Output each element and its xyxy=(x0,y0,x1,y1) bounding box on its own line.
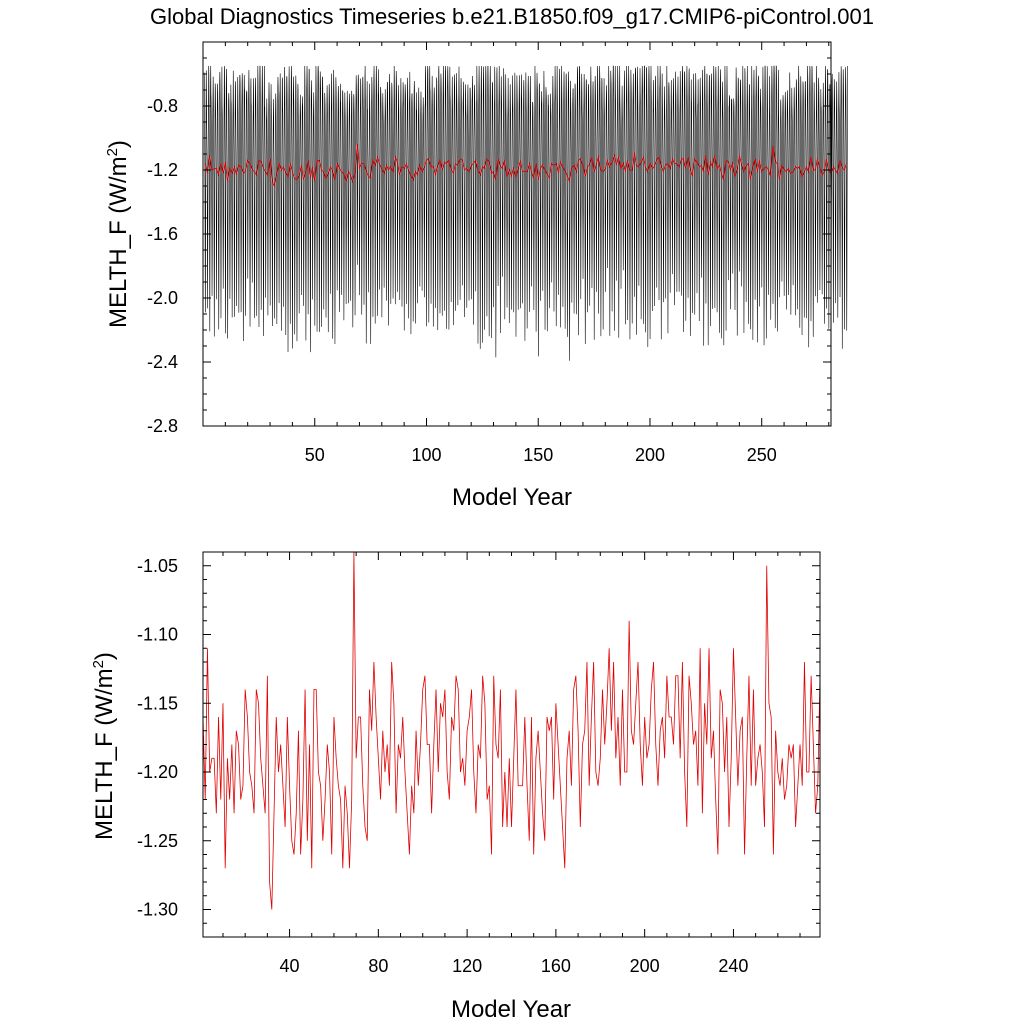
top-annual-series-line xyxy=(204,144,848,188)
top-y-tick-label: -2.4 xyxy=(147,352,178,372)
figure-title: Global Diagnostics Timeseries b.e21.B185… xyxy=(150,4,874,29)
top-y-axis-label-sup: 2 xyxy=(104,148,121,156)
top-y-tick-label: -0.8 xyxy=(147,96,178,116)
top-plot-series xyxy=(203,65,848,361)
top-y-tick-label: -1.6 xyxy=(147,224,178,244)
top-x-tick-label: 200 xyxy=(635,445,665,465)
bottom-y-tick-label: -1.30 xyxy=(137,900,178,920)
bottom-x-tick-label: 40 xyxy=(280,956,300,976)
top-y-axis-label-text: MELTH_F (W/m xyxy=(105,156,132,328)
top-x-tick-label: 50 xyxy=(305,445,325,465)
chart-top: 50 100 150 200 250 -2.8 -2.4 -2.0 -1.6 -1.2 -0.8 M… xyxy=(104,41,848,511)
top-x-tick-label: 250 xyxy=(747,445,777,465)
bottom-y-axis-label-text: MELTH_F (W/m xyxy=(91,668,118,840)
top-axes: 50 100 150 200 250 -2.8 -2.4 -2.0 -1.6 -1.2 -0.8 xyxy=(147,41,831,465)
chart-bottom: 40 80 120 160 200 240 -1.30 -1.25 -1.20 -1.15 -1.1… xyxy=(90,551,821,1023)
bottom-x-axis-label: Model Year xyxy=(451,996,571,1023)
bottom-y-tick-label: -1.05 xyxy=(137,556,178,576)
bottom-y-tick-label: -1.20 xyxy=(137,762,178,782)
bottom-plot-series xyxy=(202,551,821,910)
top-x-tick-label: 150 xyxy=(523,445,553,465)
top-x-tick-label: 100 xyxy=(411,445,441,465)
top-x-axis-label: Model Year xyxy=(452,484,572,511)
bottom-annual-series-line xyxy=(202,551,821,910)
bottom-y-tick-label: -1.15 xyxy=(137,693,178,713)
bottom-y-tick-label: -1.25 xyxy=(137,831,178,851)
bottom-x-tick-label: 120 xyxy=(452,956,482,976)
top-y-axis-label-close: ) xyxy=(105,140,132,148)
bottom-x-tick-label: 240 xyxy=(718,956,748,976)
bottom-x-tick-label: 80 xyxy=(368,956,388,976)
bottom-y-axis-label-sup: 2 xyxy=(90,660,107,668)
top-monthly-series-line xyxy=(203,65,848,361)
top-y-tick-label: -2.0 xyxy=(147,288,178,308)
bottom-x-tick-label: 200 xyxy=(630,956,660,976)
top-y-axis-label: MELTH_F (W/m2) xyxy=(104,140,132,328)
bottom-y-axis-label: MELTH_F (W/m2) xyxy=(90,652,118,840)
top-y-tick-label: -1.2 xyxy=(147,160,178,180)
top-y-tick-label: -2.8 xyxy=(147,416,178,436)
bottom-axes: 40 80 120 160 200 240 -1.30 -1.25 -1.20 -1.15 -1.1… xyxy=(137,551,820,976)
bottom-y-axis-label-close: ) xyxy=(91,652,118,660)
bottom-x-tick-label: 160 xyxy=(541,956,571,976)
bottom-y-tick-label: -1.10 xyxy=(137,625,178,645)
